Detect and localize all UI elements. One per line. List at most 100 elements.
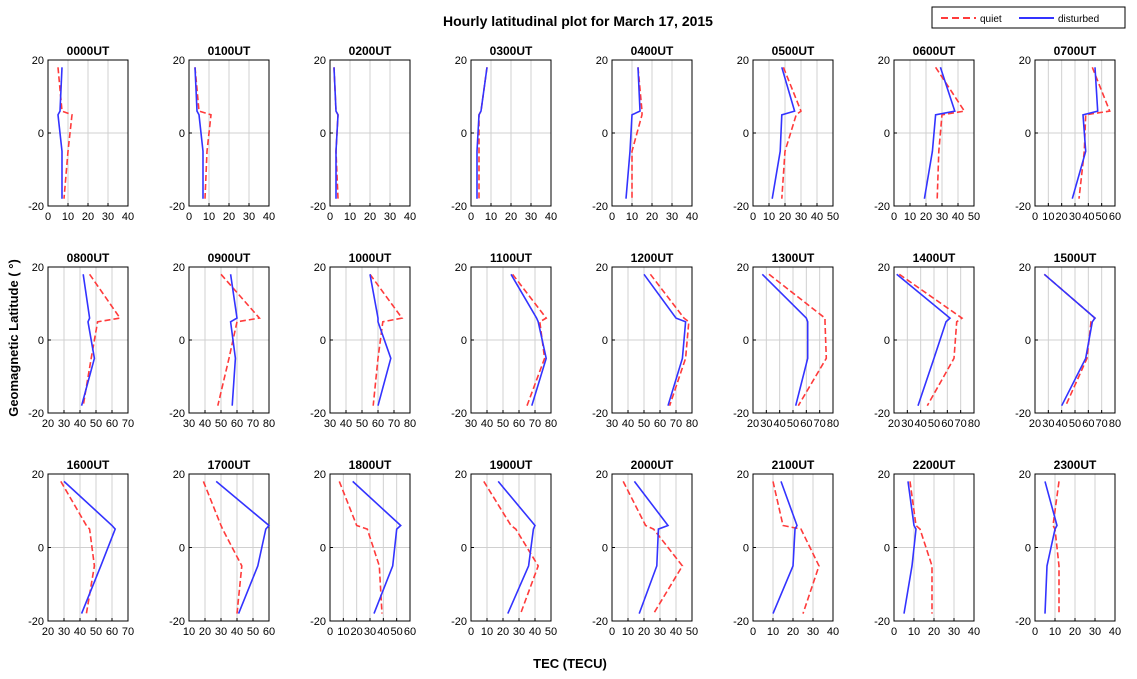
panel-frame <box>329 59 411 207</box>
y-tick-label: 0 <box>884 128 890 140</box>
y-tick-label: -20 <box>28 408 44 420</box>
x-tick-label: 0 <box>45 211 51 223</box>
y-tick-label: 20 <box>32 262 44 274</box>
x-tick-label: 20 <box>638 626 650 638</box>
x-tick-label: 30 <box>513 626 525 638</box>
y-tick-label: 20 <box>32 55 44 67</box>
x-tick-label: 50 <box>391 626 403 638</box>
x-tick-label: 10 <box>622 626 634 638</box>
x-tick-label: 30 <box>666 211 678 223</box>
panel-frame <box>752 266 834 414</box>
series-quiet <box>909 481 933 614</box>
panel-frame <box>188 59 270 207</box>
panel-title: 2100UT <box>772 458 815 472</box>
x-tick-label: 40 <box>622 418 634 430</box>
series-disturbed <box>1071 67 1099 199</box>
y-tick-label: -20 <box>874 408 890 420</box>
legend-disturbed-label: disturbed <box>1058 14 1099 25</box>
y-tick-label: -20 <box>310 201 326 213</box>
x-tick-label: 40 <box>670 626 682 638</box>
x-tick-label: 30 <box>465 418 477 430</box>
y-tick-label: 20 <box>737 469 749 481</box>
x-tick-label: 80 <box>686 418 698 430</box>
x-tick-label: 30 <box>183 418 195 430</box>
y-tick-label: 20 <box>1019 469 1031 481</box>
x-tick-label: 50 <box>545 626 557 638</box>
x-tick-label: 70 <box>388 418 400 430</box>
x-tick-label: 20 <box>42 418 54 430</box>
x-tick-label: 40 <box>529 626 541 638</box>
panel-frame <box>470 473 552 622</box>
series-disturbed <box>1043 273 1097 407</box>
y-tick-label: 20 <box>173 262 185 274</box>
x-tick-label: 10 <box>183 626 195 638</box>
x-tick-label: 20 <box>364 211 376 223</box>
y-tick-label: 0 <box>743 543 749 555</box>
y-tick-label: 20 <box>1019 55 1031 67</box>
series-quiet <box>631 67 643 199</box>
y-tick-label: -20 <box>733 201 749 213</box>
x-tick-label: 20 <box>1056 211 1068 223</box>
y-tick-label: 0 <box>743 128 749 140</box>
x-tick-label: 10 <box>763 211 775 223</box>
x-tick-label: 60 <box>263 626 275 638</box>
y-tick-label: -20 <box>1015 408 1031 420</box>
x-tick-label: 0 <box>891 626 897 638</box>
panel-frame <box>752 473 834 622</box>
panel-title: 1300UT <box>772 251 815 265</box>
x-tick-label: 0 <box>1032 626 1038 638</box>
panel-title: 0500UT <box>772 44 815 58</box>
panel-frame <box>1034 473 1116 622</box>
x-tick-label: 80 <box>827 418 839 430</box>
series-disturbed <box>63 480 117 614</box>
series-disturbed <box>369 274 392 406</box>
panel-1600UT: 1600UT 20 30 40 50 60 70 -20 0 20 <box>28 458 134 638</box>
x-tick-label: 60 <box>1082 418 1094 430</box>
panel-frame <box>752 59 834 207</box>
x-tick-label: 70 <box>122 418 134 430</box>
y-tick-label: 0 <box>320 335 326 347</box>
y-tick-label: -20 <box>310 616 326 628</box>
x-tick-label: 30 <box>243 211 255 223</box>
series-disturbed <box>57 67 63 199</box>
panel-frame <box>893 473 975 622</box>
panel-title: 1600UT <box>67 458 110 472</box>
panel-title: 0200UT <box>349 44 392 58</box>
legend: quiet disturbed <box>931 6 1126 29</box>
panel-title: 0600UT <box>913 44 956 58</box>
series-quiet <box>649 273 690 406</box>
panel-title: 1100UT <box>490 251 533 265</box>
panel-frame <box>329 266 411 414</box>
series-disturbed <box>352 480 402 614</box>
figure-title: Hourly latitudinal plot for March 17, 20… <box>443 13 713 29</box>
panel-title: 1000UT <box>349 251 392 265</box>
x-tick-label: 40 <box>74 418 86 430</box>
x-tick-label: 50 <box>90 418 102 430</box>
panel-title: 0900UT <box>208 251 251 265</box>
x-tick-label: 40 <box>74 626 86 638</box>
x-tick-label: 40 <box>340 418 352 430</box>
x-tick-label: 50 <box>356 418 368 430</box>
x-tick-label: 0 <box>1032 211 1038 223</box>
x-tick-label: 30 <box>936 211 948 223</box>
x-tick-label: 50 <box>827 211 839 223</box>
series-quiet <box>934 66 966 199</box>
y-tick-label: -20 <box>451 201 467 213</box>
series-disturbed <box>761 273 809 406</box>
x-tick-label: 20 <box>646 211 658 223</box>
series-quiet <box>202 481 243 614</box>
x-tick-label: 40 <box>1082 211 1094 223</box>
series-disturbed <box>1044 481 1058 614</box>
panel-title: 0400UT <box>631 44 674 58</box>
x-tick-label: 70 <box>247 418 259 430</box>
x-tick-label: 30 <box>1069 211 1081 223</box>
x-tick-label: 10 <box>1042 211 1054 223</box>
x-tick-label: 30 <box>807 626 819 638</box>
y-tick-label: -20 <box>1015 201 1031 213</box>
